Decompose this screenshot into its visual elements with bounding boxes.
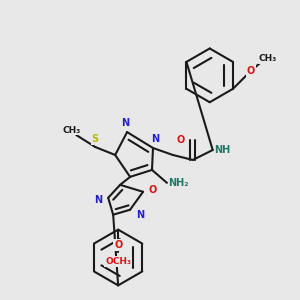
Text: O: O <box>114 240 122 250</box>
Text: N: N <box>151 134 159 144</box>
Text: O: O <box>149 185 157 195</box>
Text: S: S <box>92 134 99 144</box>
Text: N: N <box>121 118 129 128</box>
Text: NH: NH <box>214 145 231 155</box>
Text: O: O <box>177 135 185 145</box>
Text: N: N <box>94 195 102 205</box>
Text: OCH₃: OCH₃ <box>105 257 131 266</box>
Text: NH₂: NH₂ <box>169 178 189 188</box>
Text: CH₃: CH₃ <box>62 126 80 135</box>
Text: N: N <box>136 210 144 220</box>
Text: O: O <box>247 66 255 76</box>
Text: CH₃: CH₃ <box>259 54 277 63</box>
